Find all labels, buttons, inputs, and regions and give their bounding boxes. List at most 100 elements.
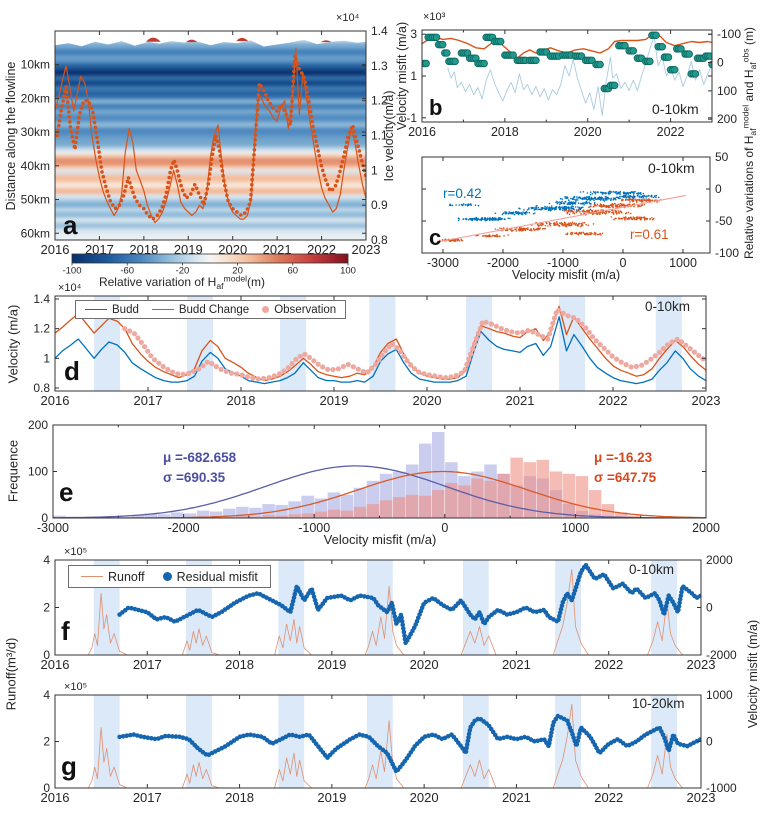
panel-d-legend: Budd Budd Change Observation bbox=[75, 300, 347, 319]
panel-d-region-label: 0-10km bbox=[645, 299, 691, 314]
observation-dots bbox=[122, 307, 706, 382]
panel-c-axes bbox=[421, 156, 711, 254]
panel-a-letter: a bbox=[63, 210, 78, 240]
panel-f-axes bbox=[54, 559, 702, 656]
tick-label: 2017 bbox=[134, 393, 163, 408]
panel-e-stats-purple-mu: μ =-682.658 bbox=[163, 450, 237, 465]
tick-label: 2016 bbox=[41, 790, 70, 805]
red-cap bbox=[236, 37, 249, 42]
legend-label-budd-change: Budd Change bbox=[178, 303, 250, 316]
tick-label: 2023 bbox=[692, 393, 721, 408]
panels-bc-y2-axis-title: Relative variations of Hafmodel and Hafo… bbox=[741, 27, 759, 259]
tick-label: -3000 bbox=[37, 521, 69, 535]
panel-g: 2016 2017 2018 2019 2020 2021 2022 2023 0 2 4 -1000… bbox=[41, 688, 737, 805]
runoff-line-swatch bbox=[81, 576, 103, 577]
tick-label: -2000 bbox=[168, 521, 200, 535]
runoff-line bbox=[55, 569, 701, 655]
tick-label: 2021 bbox=[506, 393, 535, 408]
tick-label: 2020 bbox=[410, 790, 439, 805]
observation-dot-swatch bbox=[262, 306, 270, 313]
residual_f-dots bbox=[117, 563, 701, 645]
tick-label: 100 bbox=[340, 266, 356, 277]
budd-change-line-swatch bbox=[151, 309, 174, 310]
panel-f-region-label: 0-10km bbox=[629, 562, 675, 577]
panel-e-y-axis-title: Frequence bbox=[5, 439, 21, 503]
tick-label: 20 bbox=[232, 266, 243, 277]
tick-label: 2020 bbox=[413, 393, 442, 408]
tick-label: 2018 bbox=[227, 393, 256, 408]
tick-label: 2016 bbox=[41, 657, 70, 672]
tick-label: 0 bbox=[43, 781, 50, 795]
tick-label: 100 bbox=[717, 84, 737, 98]
tick-label: 20km bbox=[21, 91, 50, 105]
panel-g-letter: g bbox=[61, 751, 77, 781]
tick-label: -100 bbox=[717, 27, 741, 41]
ice-surface-boundary bbox=[55, 31, 366, 47]
tick-label: 0.8 bbox=[371, 233, 388, 247]
panel-d-y-axis-title: Velocity (m/a) bbox=[5, 304, 21, 384]
panel-e-x-axis-title: Velocity misfit (m/a) bbox=[323, 532, 437, 547]
legend-item-observation: Observation bbox=[262, 304, 336, 316]
panel-c-x-axis-title: Velocity misfit (m/a) bbox=[511, 268, 621, 282]
residual-misfit-dot-swatch bbox=[162, 572, 172, 581]
legend-label-runoff: Runoff bbox=[108, 569, 145, 584]
obs-haf-dots bbox=[422, 31, 712, 93]
red-cap bbox=[146, 37, 161, 42]
legend-item-budd-change: Budd Change bbox=[151, 303, 250, 316]
tick-label: 2016 bbox=[408, 125, 436, 139]
panel-b-axes bbox=[421, 29, 713, 123]
tick-label: 2023 bbox=[687, 657, 716, 672]
tick-label: 2017 bbox=[133, 790, 162, 805]
tick-label: 0 bbox=[706, 735, 713, 749]
tick-label: 1.4 bbox=[371, 24, 388, 38]
tick-label: 2016 bbox=[41, 242, 70, 257]
panel-a-axes bbox=[54, 30, 367, 241]
tick-label: 2020 bbox=[410, 657, 439, 672]
tick-label: 40km bbox=[21, 159, 50, 173]
panel-e-letter: e bbox=[59, 477, 74, 507]
panel-c-r-value-blue: r=0.42 bbox=[443, 186, 482, 201]
tick-label: 1.1 bbox=[371, 129, 388, 143]
panel-a-exponent: ×10⁴ bbox=[336, 12, 360, 24]
tick-label: 60 bbox=[288, 266, 299, 277]
tick-label: 2018 bbox=[491, 125, 519, 139]
tick-label: 1.3 bbox=[371, 59, 388, 73]
tick-label: 1000 bbox=[561, 521, 589, 535]
tick-label: 200 bbox=[717, 112, 737, 126]
tick-label: -2000 bbox=[487, 256, 519, 270]
tick-label: 1 bbox=[410, 69, 417, 83]
panels-fg-y2-axis-title: Velocity misfit (m/a) bbox=[746, 619, 760, 729]
tick-label: 2023 bbox=[687, 790, 716, 805]
legend-item-budd: Budd bbox=[85, 304, 139, 316]
tick-label: 4 bbox=[43, 688, 50, 702]
tick-label: -60 bbox=[120, 266, 134, 277]
panel-g-axes bbox=[54, 694, 702, 789]
tick-label: 100 bbox=[28, 465, 48, 479]
tick-label: 3 bbox=[410, 27, 417, 41]
panel-f: 2016 2017 2018 2019 2020 2021 2022 2023 0 2 4 -2000… bbox=[41, 553, 737, 672]
tick-label: -20 bbox=[176, 266, 190, 277]
colorbar-title: Relative variation of Hafmodel(m) bbox=[99, 274, 265, 292]
panel-b-exponent: ×10³ bbox=[423, 11, 446, 23]
colorbar: -100 -60 -20 20 60 100 Relative variation of H… bbox=[62, 253, 356, 292]
tick-label: 2018 bbox=[225, 790, 254, 805]
tick-label: 2020 bbox=[218, 242, 247, 257]
scatter-cluster bbox=[448, 190, 660, 222]
tick-label: 50km bbox=[21, 193, 50, 207]
c_fit-line bbox=[439, 194, 687, 243]
tick-label: 1000 bbox=[669, 256, 697, 270]
panel-f-legend: Runoff Residual misfit bbox=[68, 565, 271, 588]
budd_change-line bbox=[55, 47, 366, 224]
tick-label: 1.2 bbox=[371, 94, 388, 108]
panel-d-axes bbox=[54, 295, 707, 392]
tick-label: 2017 bbox=[85, 242, 114, 257]
tick-label: 0.8 bbox=[33, 381, 50, 395]
panel-c-r-value-orange: r=0.61 bbox=[630, 227, 669, 242]
tick-label: 2022 bbox=[599, 393, 628, 408]
tick-label: 1 bbox=[43, 351, 50, 365]
panel-a-y-axis-title: Distance along the flowline bbox=[4, 61, 18, 211]
panel-a-y2-axis-title: Ice velocity(m/a) bbox=[382, 90, 396, 182]
haf-heatmap bbox=[55, 39, 366, 240]
tick-label: 2019 bbox=[320, 393, 349, 408]
panel-e-axes bbox=[52, 424, 707, 519]
